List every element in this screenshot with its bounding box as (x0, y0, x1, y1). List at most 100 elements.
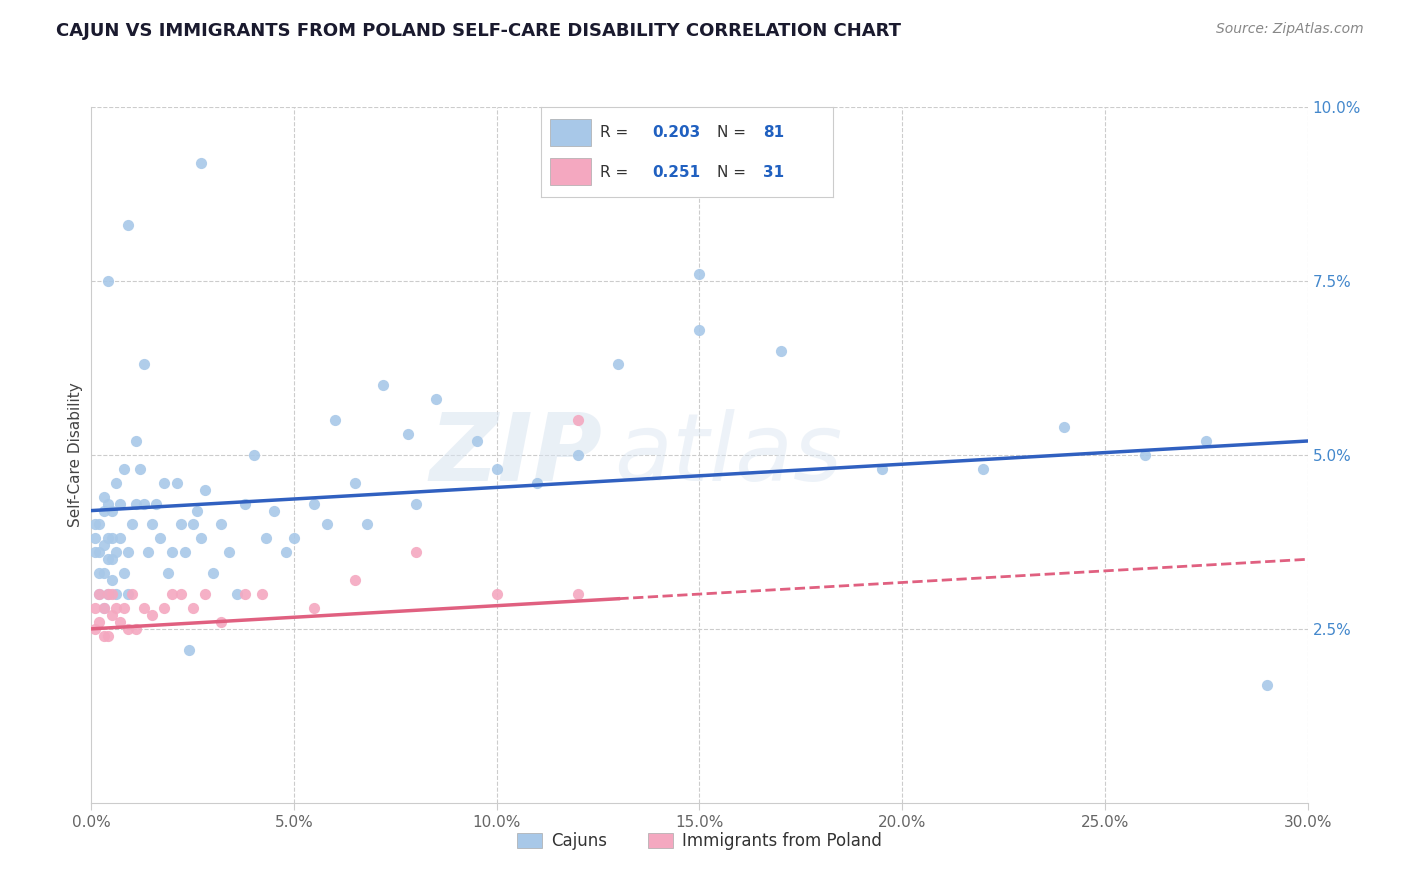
Point (108, 532, 131, 546)
Point (84, 601, 107, 615)
Point (254, 532, 277, 546)
Point (425, 392, 447, 407)
Point (93, 601, 115, 615)
Point (315, 517, 337, 532)
Point (209, 517, 232, 532)
Point (117, 545, 139, 559)
Point (356, 517, 378, 532)
Point (97, 497, 120, 511)
Point (89, 615, 111, 629)
Point (84, 545, 107, 559)
Point (250, 587, 273, 601)
Point (84, 532, 107, 546)
Point (283, 532, 305, 546)
Point (97, 274, 120, 288)
Point (132, 358, 155, 372)
Point (274, 545, 297, 559)
Point (141, 607, 163, 622)
Point (97, 552, 120, 566)
Point (93, 566, 115, 581)
Point (104, 587, 127, 601)
Point (84, 517, 107, 532)
Point (162, 587, 184, 601)
Point (181, 601, 204, 615)
Point (100, 552, 122, 566)
Point (117, 587, 139, 601)
Point (93, 490, 115, 504)
Point (89, 587, 111, 601)
Point (242, 448, 264, 462)
Point (190, 532, 212, 546)
Legend: Cajuns, Immigrants from Poland: Cajuns, Immigrants from Poland (510, 826, 889, 857)
Point (177, 642, 200, 657)
Point (149, 532, 172, 546)
Point (396, 427, 419, 442)
Point (194, 587, 217, 601)
Point (117, 219, 139, 233)
Point (263, 503, 285, 517)
Point (136, 545, 159, 559)
Point (112, 601, 135, 615)
Point (169, 587, 191, 601)
Point (153, 601, 176, 615)
Point (162, 545, 184, 559)
Point (688, 323, 710, 337)
Point (145, 497, 167, 511)
Text: CAJUN VS IMMIGRANTS FROM POLAND SELF-CARE DISABILITY CORRELATION CHART: CAJUN VS IMMIGRANTS FROM POLAND SELF-CAR… (56, 22, 901, 40)
Point (93, 629, 115, 643)
Point (121, 517, 143, 532)
Text: Source: ZipAtlas.com: Source: ZipAtlas.com (1216, 22, 1364, 37)
Point (132, 497, 155, 511)
Point (304, 601, 326, 615)
Point (93, 503, 115, 517)
Point (112, 566, 135, 581)
Point (112, 462, 135, 476)
Point (235, 497, 257, 511)
Point (157, 566, 180, 581)
Point (84, 622, 107, 636)
Point (972, 462, 994, 476)
Point (405, 545, 427, 559)
Point (567, 448, 589, 462)
Point (89, 545, 111, 559)
Point (104, 545, 127, 559)
Point (100, 573, 122, 587)
Point (100, 503, 122, 517)
Point (117, 622, 139, 636)
Point (485, 587, 508, 601)
Point (1195, 434, 1218, 448)
Point (89, 566, 111, 581)
Point (190, 155, 212, 169)
Point (186, 503, 208, 517)
Point (1256, 677, 1278, 691)
Text: ZIP: ZIP (429, 409, 602, 501)
Point (209, 615, 232, 629)
Point (607, 358, 630, 372)
Point (104, 601, 127, 615)
Point (166, 475, 188, 490)
Point (323, 413, 346, 427)
Point (526, 475, 548, 490)
Point (97, 587, 120, 601)
Point (202, 566, 225, 581)
Point (169, 517, 191, 532)
Point (465, 434, 488, 448)
Point (132, 601, 155, 615)
Point (97, 587, 120, 601)
Point (100, 587, 122, 601)
Point (104, 475, 127, 490)
Point (125, 497, 148, 511)
Point (194, 483, 217, 497)
Point (218, 545, 240, 559)
Point (93, 538, 115, 552)
Point (567, 587, 589, 601)
Point (89, 517, 111, 532)
Point (173, 545, 195, 559)
Point (100, 607, 122, 622)
Point (769, 343, 792, 358)
Point (108, 615, 131, 629)
Point (567, 413, 589, 427)
Point (93, 601, 115, 615)
Point (1135, 448, 1157, 462)
Point (97, 532, 120, 546)
